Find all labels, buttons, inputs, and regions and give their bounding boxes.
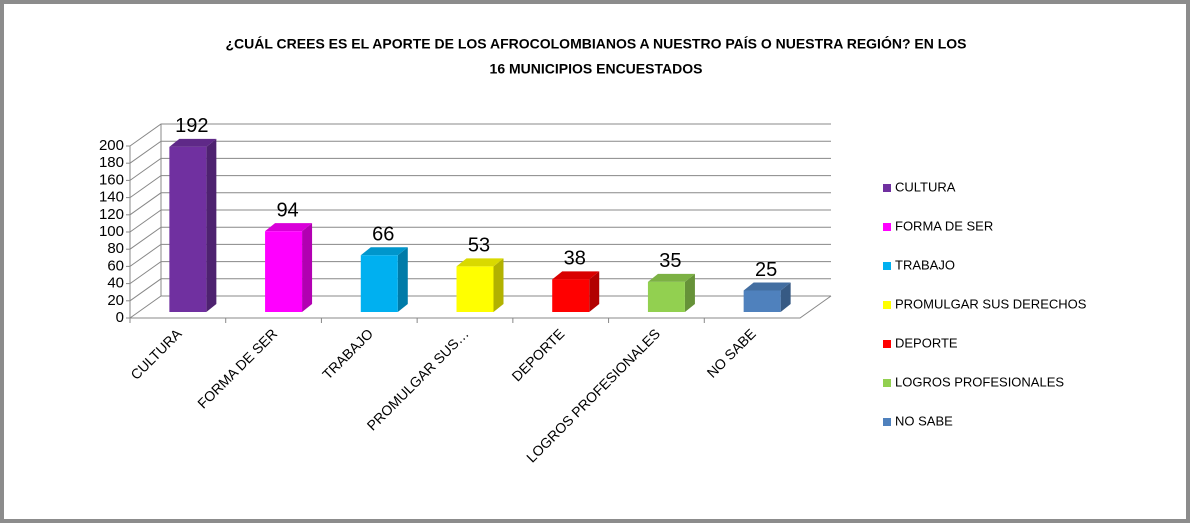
grid-line — [129, 209, 831, 233]
bar-top — [360, 247, 408, 256]
chart-title: ¿CUÁL CREES ES EL APORTE DE LOS AFROCOLO… — [225, 35, 966, 52]
grid-line — [129, 175, 831, 199]
y-tick-label: 0 — [116, 309, 124, 326]
bar-side — [397, 247, 408, 312]
grid-line — [129, 295, 831, 319]
legend-swatch — [883, 262, 891, 270]
bar-top — [265, 223, 313, 232]
y-tick-label: 120 — [99, 206, 124, 223]
grid-line — [129, 226, 831, 250]
grid-line — [129, 243, 831, 267]
legend-swatch — [883, 223, 891, 231]
bar-side — [302, 223, 313, 312]
bar — [360, 255, 398, 312]
value-label: 25 — [755, 259, 777, 281]
bar-top — [743, 282, 791, 291]
legend-swatch — [883, 379, 891, 387]
legend-swatch — [883, 301, 891, 309]
value-label: 66 — [372, 224, 394, 246]
floor-edge — [130, 295, 832, 319]
grid-line — [129, 278, 831, 302]
value-label: 38 — [564, 248, 586, 270]
bar — [265, 231, 303, 312]
grid-line — [129, 140, 831, 164]
legend-swatch — [883, 184, 891, 192]
legend-label: PROMULGAR SUS DERECHOS — [895, 296, 1087, 311]
y-tick-label: 40 — [107, 275, 124, 292]
y-tick-label: 140 — [99, 189, 124, 206]
grid-line — [129, 123, 831, 147]
bar-side — [589, 271, 600, 312]
legend-label: CULTURA — [895, 179, 956, 194]
legend-label: LOGROS PROFESIONALES — [895, 374, 1064, 389]
value-label: 192 — [175, 115, 208, 137]
bar-top — [552, 271, 600, 280]
legend-label: FORMA DE SER — [895, 218, 993, 233]
chart-subtitle: 16 MUNICIPIOS ENCUESTADOS — [490, 61, 703, 77]
bar-top — [169, 138, 217, 147]
bar-top — [647, 273, 695, 282]
bar-side — [780, 282, 791, 312]
bar — [647, 281, 685, 312]
bar — [743, 290, 781, 312]
y-tick-label: 160 — [99, 171, 124, 188]
value-label: 35 — [659, 250, 681, 272]
y-tick-label: 80 — [107, 240, 124, 257]
bar — [456, 266, 494, 312]
grid-line — [129, 157, 831, 181]
y-tick-label: 180 — [99, 154, 124, 171]
grid-line — [129, 192, 831, 216]
y-tick-label: 20 — [107, 292, 124, 309]
bar-side — [493, 258, 504, 312]
value-label: 53 — [468, 235, 490, 257]
bar-side — [206, 138, 217, 312]
value-label: 94 — [276, 199, 298, 221]
bar — [552, 279, 590, 312]
bar-top — [456, 258, 504, 267]
y-tick-label: 200 — [99, 137, 124, 154]
legend-label: TRABAJO — [895, 257, 955, 272]
y-tick-label: 60 — [107, 257, 124, 274]
legend-swatch — [883, 340, 891, 348]
legend-label: NO SABE — [895, 413, 953, 428]
y-tick-label: 100 — [99, 223, 124, 240]
grid-line — [129, 261, 831, 285]
legend-label: DEPORTE — [895, 335, 958, 350]
bar — [169, 146, 207, 312]
legend-swatch — [883, 418, 891, 426]
bar-side — [684, 273, 695, 312]
